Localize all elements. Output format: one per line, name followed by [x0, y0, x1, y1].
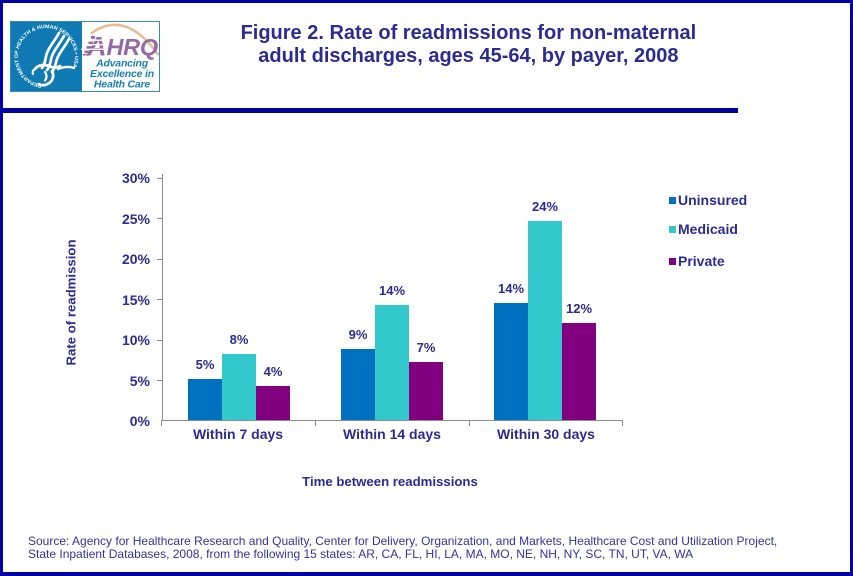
- svg-text:A: A: [86, 32, 107, 62]
- svg-text:HRQ: HRQ: [107, 34, 158, 60]
